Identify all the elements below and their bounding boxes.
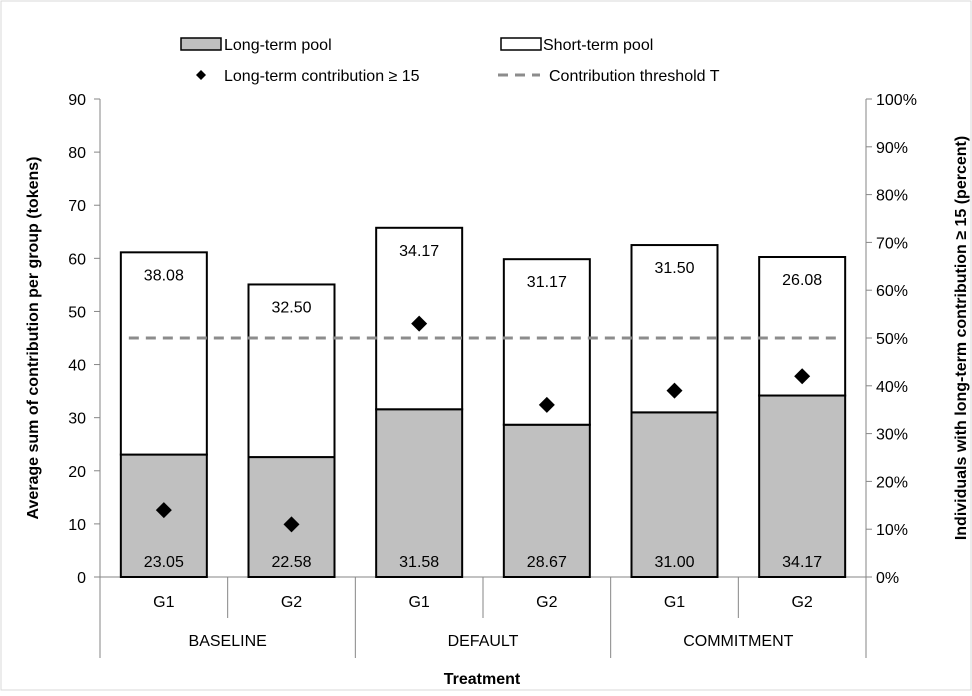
y2-tick-label: 90%	[876, 140, 908, 157]
x-group-label: DEFAULT	[448, 633, 519, 650]
y2-tick-label: 10%	[876, 522, 908, 539]
data-label-long-term: 34.17	[782, 554, 822, 571]
x-category-label: G2	[791, 594, 812, 611]
y-tick-label: 80	[68, 145, 86, 162]
x-category-label: G1	[153, 594, 174, 611]
x-axis-title: Treatment	[444, 671, 521, 688]
y2-tick-label: 0%	[876, 570, 899, 587]
data-label-short-term: 38.08	[144, 267, 184, 284]
x-category-label: G1	[408, 594, 429, 611]
x-group-label: COMMITMENT	[683, 633, 793, 650]
x-group-label: BASELINE	[189, 633, 267, 650]
bar-short-term	[502, 258, 591, 426]
data-label-long-term: 23.05	[144, 554, 184, 571]
data-label-short-term: 34.17	[399, 243, 439, 260]
diamond-marker	[538, 396, 555, 413]
y2-tick-label: 80%	[876, 188, 908, 205]
x-category-label: G2	[281, 594, 302, 611]
diamond-marker	[283, 516, 300, 533]
bar-short-term	[247, 283, 336, 459]
x-category-label: G1	[664, 594, 685, 611]
y-tick-label: 30	[68, 411, 86, 428]
data-label-short-term: 31.17	[527, 274, 567, 291]
legend: Long-term pool Short-term pool Long-term…	[180, 37, 720, 85]
y-tick-label: 70	[68, 198, 86, 215]
bar-long-term	[502, 423, 591, 578]
bar-long-term	[375, 408, 464, 578]
data-label-short-term: 26.08	[782, 272, 822, 289]
y2-tick-label: 20%	[876, 474, 908, 491]
data-label-long-term: 31.58	[399, 554, 439, 571]
legend-label-short-term: Short-term pool	[543, 37, 653, 54]
y2-tick-label: 70%	[876, 235, 908, 252]
x-category-label: G2	[536, 594, 557, 611]
diamond-marker	[794, 368, 811, 385]
legend-label-contribution: Long-term contribution ≥ 15	[224, 68, 420, 85]
y-tick-label: 90	[68, 92, 86, 109]
data-label-long-term: 22.58	[271, 554, 311, 571]
bar-short-term	[119, 251, 208, 456]
legend-swatch-short-term	[500, 37, 542, 51]
y2-tick-label: 50%	[876, 331, 908, 348]
legend-swatch-long-term	[180, 37, 222, 51]
data-label-long-term: 31.00	[654, 554, 694, 571]
y-tick-label: 40	[68, 358, 86, 375]
y-tick-label: 10	[68, 517, 86, 534]
diamond-marker	[155, 502, 172, 519]
y2-tick-label: 40%	[876, 379, 908, 396]
y-axis-title: Average sum of contribution per group (t…	[25, 157, 42, 520]
diamond-marker	[666, 382, 683, 399]
y-tick-label: 50	[68, 304, 86, 321]
legend-marker-diamond	[196, 70, 206, 80]
y2-axis-title: Individuals with long-term contribution …	[953, 136, 970, 540]
data-label-long-term: 28.67	[527, 554, 567, 571]
y-tick-label: 0	[77, 570, 86, 587]
y2-tick-label: 60%	[876, 283, 908, 300]
y-tick-label: 20	[68, 464, 86, 481]
legend-label-threshold: Contribution threshold T	[549, 68, 720, 85]
legend-label-long-term: Long-term pool	[224, 37, 332, 54]
data-label-short-term: 32.50	[271, 299, 311, 316]
bar-long-term	[758, 394, 847, 579]
y2-tick-label: 30%	[876, 427, 908, 444]
bar-long-term	[630, 411, 719, 578]
plot-area: 0 10 20 30 40 50 60 70 80 90 0% 10% 20% 30% 40% 50% 60% 7…	[68, 92, 917, 658]
y-tick-label: 60	[68, 251, 86, 268]
y2-tick-label: 100%	[876, 92, 917, 109]
data-label-short-term: 31.50	[654, 260, 694, 277]
diamond-marker	[411, 315, 428, 332]
